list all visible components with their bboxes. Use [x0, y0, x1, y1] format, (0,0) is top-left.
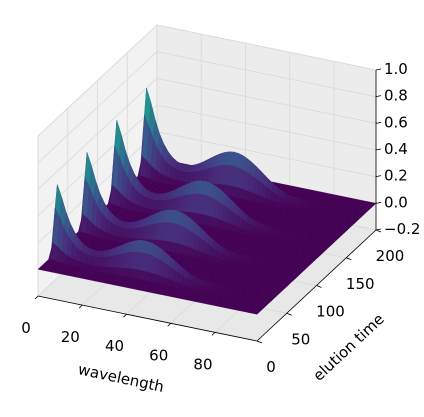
- z-tick-mark: [375, 228, 382, 231]
- x-tick-label: 80: [193, 355, 212, 373]
- surface-mesh: [37, 87, 377, 315]
- z-tick-mark: [375, 95, 382, 98]
- z-tick-label: 0.2: [384, 167, 408, 185]
- grid-line-z: [37, 24, 377, 137]
- z-tick-label: 1.0: [384, 60, 408, 78]
- y-tick-mark: [346, 257, 352, 261]
- x-tick-label: 20: [61, 328, 80, 346]
- y-axis-label: elution time: [309, 310, 387, 385]
- grid-line-z: [37, 77, 377, 190]
- y-tick-mark: [256, 340, 263, 344]
- z-tick-mark: [375, 121, 382, 124]
- z-tick-mark: [375, 148, 382, 151]
- y-tick-label: 150: [346, 275, 375, 293]
- x-axis-label: wavelength: [76, 360, 165, 396]
- x-tick-label: 60: [149, 346, 168, 364]
- z-tick-label: 0.4: [384, 140, 408, 158]
- surface-patch: [252, 311, 260, 315]
- x-tick-label: 40: [105, 337, 124, 355]
- z-tick-mark: [375, 175, 382, 178]
- x-axis-line: [37, 295, 258, 342]
- y-tick-mark: [286, 312, 292, 316]
- grid-line-z: [37, 104, 377, 217]
- y-tick-mark: [375, 229, 382, 233]
- y-tick-label: 100: [316, 303, 345, 321]
- x-tick-mark: [34, 295, 39, 300]
- y-tick-label: 200: [376, 247, 405, 265]
- x-tick-label: 0: [21, 319, 31, 337]
- x-tick-mark: [211, 332, 216, 336]
- z-tick-label: 0.8: [384, 87, 408, 105]
- z-tick-label: 0.6: [384, 113, 408, 131]
- y-tick-mark: [316, 285, 322, 288]
- y-tick-label: 50: [291, 330, 310, 348]
- x-tick-mark: [167, 322, 172, 327]
- z-tick-label: −0.2: [384, 220, 420, 238]
- z-tick-label: 0.0: [384, 193, 408, 211]
- grid-line-z: [37, 51, 377, 163]
- x-tick-mark: [78, 304, 83, 309]
- y-tick-label: 0: [266, 358, 276, 376]
- z-tick-mark: [375, 201, 382, 204]
- x-tick-mark: [123, 313, 127, 318]
- z-tick-mark: [375, 68, 382, 71]
